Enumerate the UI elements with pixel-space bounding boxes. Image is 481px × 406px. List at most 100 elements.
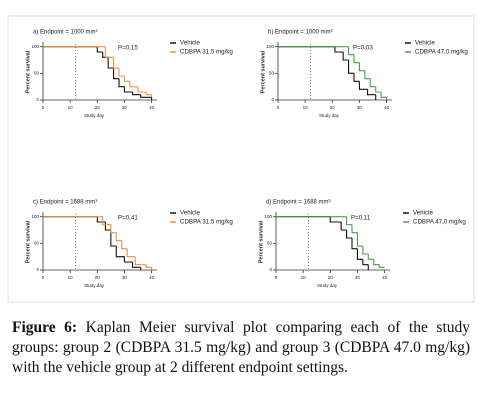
- survival-step: [126, 248, 136, 258]
- x-tick-label: 0: [42, 105, 45, 110]
- legend-label: CDBPA 31,5 mg/kg: [180, 49, 233, 56]
- survival-step: [145, 92, 152, 96]
- survival-step: [123, 256, 133, 263]
- survival-step: [346, 216, 352, 226]
- caption-label: Figure 6:: [12, 319, 78, 336]
- survival-step: [342, 52, 349, 61]
- x-axis-label: Study day: [84, 113, 105, 118]
- x-tick-label: 30: [122, 105, 128, 110]
- survival-step: [110, 230, 117, 247]
- p-value: P=0.03: [353, 45, 373, 52]
- survival-step: [351, 238, 358, 250]
- y-tick-label: 0: [269, 267, 272, 272]
- y-tick-label: 100: [266, 44, 274, 49]
- survival-step: [358, 62, 365, 72]
- survival-step: [110, 224, 117, 234]
- p-value: P=0.41: [118, 215, 138, 222]
- survival-step: [346, 230, 352, 239]
- x-tick-label: 0: [277, 105, 280, 110]
- survival-step: [115, 232, 122, 242]
- y-tick-label: 100: [31, 44, 39, 49]
- x-tick-label: 40: [384, 105, 390, 110]
- y-tick-label: 50: [267, 241, 273, 246]
- survival-step: [340, 222, 347, 231]
- legend-label: CDBPA 31,5 mg/kg: [180, 219, 233, 226]
- y-axis-label: Percent survival: [260, 50, 266, 93]
- chart-title: b) Endpoint = 1000 mm³: [268, 30, 333, 36]
- y-axis-label: Percent survival: [258, 220, 264, 263]
- x-tick-label: 20: [328, 275, 334, 280]
- caption: Figure 6: Kaplan Meier survival plot com…: [12, 318, 470, 378]
- survival-step: [353, 73, 360, 82]
- survival-step: [123, 76, 130, 82]
- y-tick-label: 50: [34, 71, 40, 76]
- x-tick-label: 10: [301, 275, 307, 280]
- survival-step: [356, 232, 363, 247]
- x-tick-label: 30: [122, 275, 128, 280]
- survival-step: [118, 78, 125, 88]
- x-axis-label: Study day: [319, 113, 340, 118]
- survival-step: [334, 46, 344, 53]
- legend-label: Vehicle: [415, 40, 436, 47]
- x-tick-label: 20: [330, 105, 336, 110]
- y-tick-label: 100: [264, 214, 272, 219]
- survival-step: [362, 259, 369, 266]
- y-tick-label: 100: [31, 214, 39, 219]
- survival-step: [145, 264, 152, 268]
- survival-step: [137, 86, 147, 93]
- x-axis-label: Study day: [317, 283, 338, 288]
- survival-step: [132, 92, 141, 96]
- y-tick-label: 0: [36, 267, 39, 272]
- survival-step: [362, 246, 369, 255]
- survival-step: [375, 86, 382, 93]
- x-tick-label: 20: [95, 105, 101, 110]
- legend-label: CDBPA 47,0 mg/kg: [415, 49, 468, 56]
- survival-step: [123, 86, 133, 93]
- x-tick-label: 10: [303, 105, 309, 110]
- y-axis-label: Percent survival: [25, 50, 31, 93]
- p-value: P=0.15: [118, 45, 138, 52]
- figure-border: [7, 15, 475, 303]
- x-tick-label: 40: [149, 275, 155, 280]
- survival-step: [104, 222, 111, 231]
- survival-step: [348, 46, 354, 56]
- y-tick-label: 0: [36, 97, 39, 102]
- y-tick-label: 50: [269, 71, 275, 76]
- survival-step: [329, 216, 342, 223]
- survival-step: [358, 81, 368, 90]
- survival-step: [115, 246, 125, 258]
- survival-step: [113, 57, 119, 69]
- x-tick-label: 30: [355, 275, 361, 280]
- survival-step: [364, 70, 371, 80]
- survival-step: [134, 256, 147, 266]
- x-tick-label: 40: [382, 275, 388, 280]
- x-axis-label: Study day: [84, 283, 105, 288]
- x-tick-label: 30: [357, 105, 363, 110]
- chart-title: c) Endpoint = 1688 mm³: [33, 200, 97, 206]
- survival-step: [380, 92, 387, 98]
- survival-step: [353, 54, 360, 64]
- legend-label: Vehicle: [413, 210, 434, 217]
- survival-step: [367, 254, 374, 260]
- survival-step: [367, 89, 376, 96]
- survival-step: [351, 224, 358, 234]
- legend-label: Vehicle: [180, 210, 201, 217]
- survival-step: [96, 46, 103, 53]
- x-tick-label: 10: [68, 105, 74, 110]
- survival-step: [102, 216, 111, 226]
- p-value: P=0.11: [351, 215, 371, 222]
- survival-step: [369, 78, 376, 88]
- survival-step: [104, 46, 114, 58]
- caption-text: Kaplan Meier survival plot comparing eac…: [12, 319, 470, 376]
- x-tick-label: 10: [68, 275, 74, 280]
- survival-step: [140, 94, 152, 98]
- survival-step: [132, 262, 141, 268]
- y-tick-label: 50: [34, 241, 40, 246]
- survival-step: [348, 60, 354, 74]
- x-tick-label: 0: [42, 275, 45, 280]
- survival-step: [378, 264, 385, 268]
- y-axis-label: Percent survival: [25, 220, 31, 263]
- chart-title: a) Endpoint = 1000 mm³: [33, 30, 98, 36]
